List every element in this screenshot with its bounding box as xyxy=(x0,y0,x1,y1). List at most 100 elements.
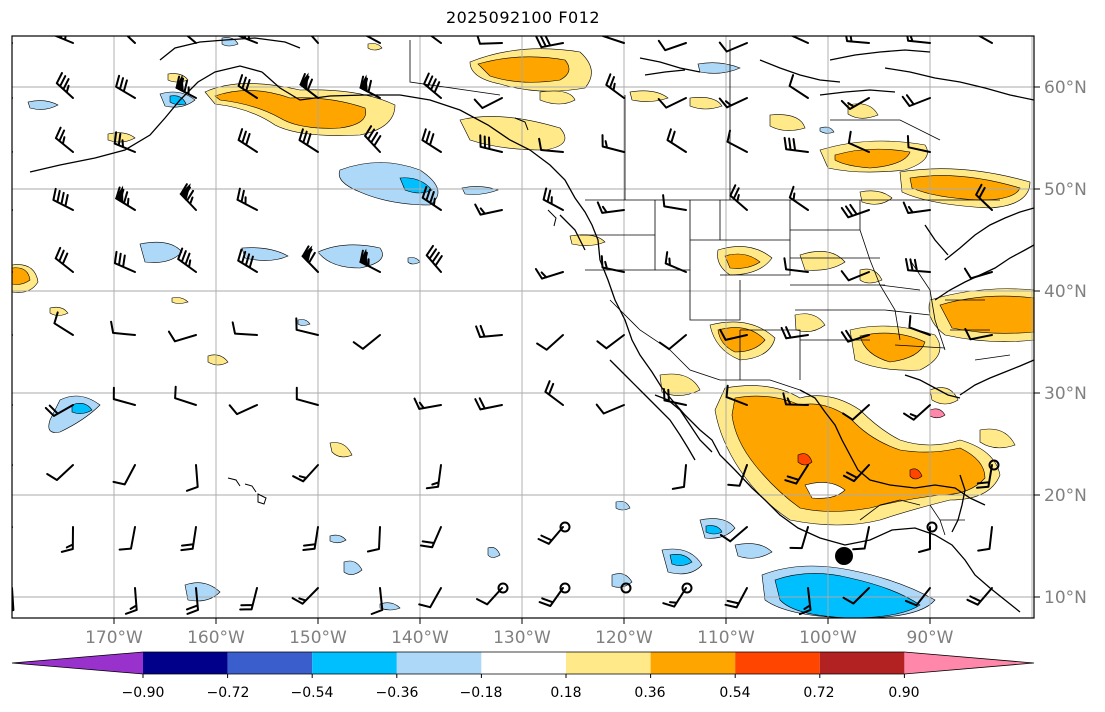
wind-barb xyxy=(239,587,258,611)
wind-barb xyxy=(12,81,13,99)
colorbar-segment xyxy=(312,652,397,674)
lat-label-30n: 30°N xyxy=(1044,384,1087,404)
colorbar-label-pos-072: 0.72 xyxy=(803,685,834,701)
wind-barb xyxy=(60,526,74,553)
colorbar-segment xyxy=(143,652,228,674)
wind-barb xyxy=(299,72,319,99)
colorbar-label-pos-036: 0.36 xyxy=(634,685,665,701)
wind-barb xyxy=(298,128,319,153)
wind-barb xyxy=(845,36,870,44)
wind-barb xyxy=(237,248,258,273)
wind-barb xyxy=(366,526,381,553)
wind-barb xyxy=(12,41,13,44)
wind-barb xyxy=(595,403,625,415)
wind-barb xyxy=(12,208,13,211)
wind-barb xyxy=(421,186,442,211)
lon-label-150w: 150°W xyxy=(289,628,347,648)
lon-label-110w: 110°W xyxy=(697,628,755,648)
wind-barb xyxy=(370,587,384,615)
colorbar-segment xyxy=(735,652,820,674)
lat-label-50n: 50°N xyxy=(1044,180,1087,200)
wind-barb xyxy=(658,334,687,351)
wind-barb xyxy=(725,384,748,406)
axis-ticks xyxy=(113,86,1040,624)
colorbar-label-pos-054: 0.54 xyxy=(719,685,750,701)
wind-barb xyxy=(790,36,809,44)
wind-barb xyxy=(12,333,13,336)
wind-barb xyxy=(671,464,687,490)
wind-barbs xyxy=(12,36,993,616)
wind-barb xyxy=(901,94,931,107)
calm-wind-markers xyxy=(497,459,1000,594)
colorbar-label-neg-072: −0.72 xyxy=(207,685,250,701)
wind-barb xyxy=(788,185,809,211)
wind-barb xyxy=(115,74,136,99)
wind-barb xyxy=(542,187,564,211)
wind-barb xyxy=(237,74,258,99)
wind-barb xyxy=(479,134,503,153)
wind-barb xyxy=(977,526,993,552)
wind-barb xyxy=(544,380,564,406)
wind-barb xyxy=(113,250,136,273)
wind-barb xyxy=(295,317,319,336)
colorbar-segment xyxy=(396,652,482,674)
wind-barb xyxy=(364,125,382,153)
wind-barb xyxy=(666,128,687,153)
wind-barb xyxy=(977,36,993,44)
coastlines xyxy=(29,37,1034,613)
wind-barb xyxy=(291,587,319,605)
colorbar-label-neg-090: −0.90 xyxy=(122,685,165,701)
wind-barb xyxy=(538,137,564,153)
wind-barb xyxy=(175,74,197,99)
wind-barb xyxy=(605,73,625,99)
wind-barb xyxy=(12,270,13,273)
wind-barb xyxy=(237,128,258,153)
wind-barb xyxy=(228,404,258,416)
wind-barb xyxy=(535,36,564,49)
wind-barb xyxy=(726,129,748,153)
wind-barb xyxy=(905,258,931,273)
wind-barb xyxy=(842,587,870,605)
colorbar-extend-max xyxy=(904,652,1034,674)
wind-barb xyxy=(473,97,503,109)
wind-barb xyxy=(475,324,503,338)
wind-barb xyxy=(842,404,870,421)
wind-barb xyxy=(840,270,870,282)
wind-barb xyxy=(476,36,503,45)
lat-label-40n: 40°N xyxy=(1044,282,1087,302)
storm-position-marker xyxy=(835,547,853,565)
wind-barb xyxy=(840,329,870,343)
colorbar-segment xyxy=(819,652,905,674)
wind-barb xyxy=(782,392,809,406)
colorbar-extend-min xyxy=(12,652,143,674)
lat-label-10n: 10°N xyxy=(1044,588,1087,608)
colorbar-label-neg-054: −0.54 xyxy=(291,685,334,701)
lat-label-60n: 60°N xyxy=(1044,78,1087,98)
wind-barb xyxy=(718,41,748,53)
colorbar-label-neg-036: −0.36 xyxy=(376,685,419,701)
wind-barb xyxy=(359,74,381,99)
wind-barb xyxy=(185,587,199,615)
colorbar-segment xyxy=(227,652,313,674)
wind-barb xyxy=(302,526,319,551)
wind-barb xyxy=(124,587,138,615)
wind-barb xyxy=(788,74,809,99)
wind-barb xyxy=(52,187,74,211)
wind-barb xyxy=(174,385,197,406)
wind-barb xyxy=(596,201,625,214)
wind-barb xyxy=(413,397,442,410)
wind-barb xyxy=(421,128,442,153)
lon-label-170w: 170°W xyxy=(85,628,143,648)
wind-barb xyxy=(55,72,74,99)
wind-barb xyxy=(236,187,258,211)
islands xyxy=(227,117,557,505)
wind-barb xyxy=(54,126,74,153)
colorbar-segment xyxy=(566,652,651,674)
wind-barb xyxy=(783,257,809,273)
wind-barb xyxy=(727,464,748,487)
wind-barb xyxy=(114,185,136,211)
wind-barb xyxy=(719,328,748,341)
colorbar xyxy=(11,651,1035,678)
wind-barb xyxy=(975,183,993,211)
